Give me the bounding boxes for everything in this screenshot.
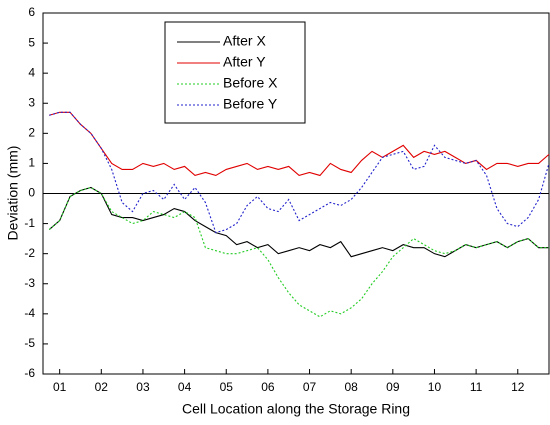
y-tick-label: 4 [28,65,35,79]
x-tick-label: 01 [53,380,67,394]
legend-box [164,21,306,124]
series-line [48,186,549,258]
y-axis-label: Deviation (mm) [5,146,21,241]
x-tick-label: 12 [511,380,525,394]
y-tick-label: -4 [24,306,35,320]
y-tick-label: -5 [24,336,35,350]
x-axis-label: Cell Location along the Storage Ring [182,401,410,417]
y-tick-label: -6 [24,366,35,380]
y-tick-label: -3 [24,276,35,290]
x-tick-label: 11 [470,380,483,394]
x-tick-label: 06 [261,380,275,394]
series-line [49,111,550,177]
y-tick-label: 0 [28,186,35,200]
series-line [49,111,550,234]
legend-label: Before Y [223,96,278,112]
y-tick-label: 2 [28,126,35,140]
x-tick-label: 03 [136,380,150,394]
y-tick-label: 5 [28,35,35,49]
y-tick-label: -1 [24,216,35,230]
x-tick-label: 08 [345,380,359,394]
legend-label: Before X [223,75,278,91]
series-line [48,186,549,318]
x-tick-label: 02 [95,380,109,394]
y-tick-label: -2 [24,246,35,260]
legend-label: After Y [223,54,266,70]
y-tick-label: 3 [28,95,35,109]
x-tick-label: 04 [178,380,192,394]
legend-label: After X [223,33,266,49]
x-tick-label: 07 [303,380,317,394]
x-tick-label: 05 [220,380,234,394]
y-tick-label: 1 [28,156,35,170]
y-tick-label: 6 [28,5,35,19]
x-tick-label: 09 [386,380,400,394]
x-tick-label: 10 [428,380,442,394]
